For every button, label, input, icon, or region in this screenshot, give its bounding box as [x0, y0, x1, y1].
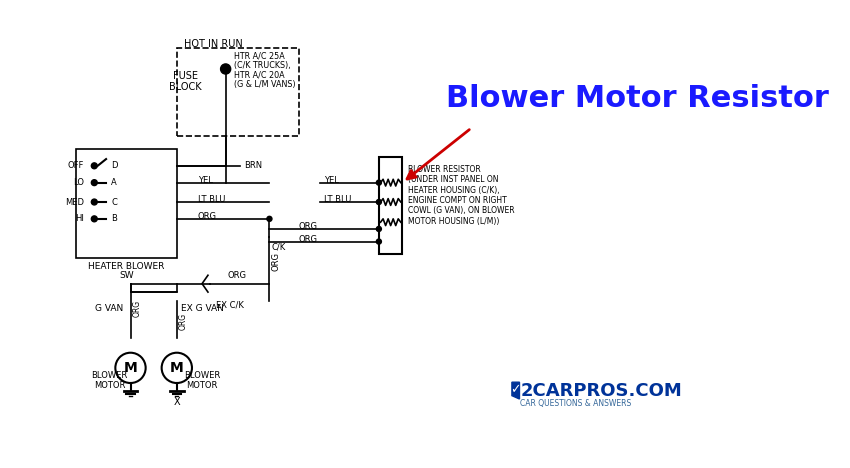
Text: D: D: [111, 161, 117, 170]
Text: 2CARPROS.COM: 2CARPROS.COM: [520, 381, 682, 400]
Text: (G & L/M VANS): (G & L/M VANS): [234, 80, 296, 88]
Text: ORG: ORG: [178, 313, 188, 330]
Bar: [177, 48, 299, 136]
Text: MED: MED: [65, 197, 84, 206]
Circle shape: [91, 180, 97, 186]
Text: (C/K TRUCKS),: (C/K TRUCKS),: [234, 61, 291, 70]
Text: ORG: ORG: [133, 300, 141, 317]
Text: LT BLU: LT BLU: [324, 195, 352, 204]
Text: FUSE
BLOCK: FUSE BLOCK: [169, 71, 201, 92]
Circle shape: [91, 216, 97, 222]
Circle shape: [91, 199, 97, 205]
Circle shape: [377, 239, 382, 244]
Text: ORG: ORG: [271, 252, 280, 271]
Text: CAR QUESTIONS & ANSWERS: CAR QUESTIONS & ANSWERS: [520, 399, 632, 408]
Circle shape: [221, 64, 230, 74]
Text: M: M: [170, 361, 184, 375]
Text: YEL: YEL: [324, 176, 339, 184]
Text: Blower Motor Resistor: Blower Motor Resistor: [446, 84, 829, 113]
Text: X: X: [173, 396, 180, 407]
Circle shape: [267, 216, 272, 221]
Text: LT BLU: LT BLU: [198, 195, 225, 204]
Text: ORG: ORG: [299, 222, 318, 231]
Circle shape: [377, 180, 382, 185]
Text: M: M: [123, 361, 138, 375]
Text: SW: SW: [119, 271, 133, 280]
Text: ✓: ✓: [511, 383, 521, 396]
Circle shape: [91, 163, 97, 169]
Polygon shape: [512, 382, 519, 399]
Circle shape: [377, 227, 382, 232]
Text: G VAN: G VAN: [95, 304, 123, 314]
Text: HEATER BLOWER: HEATER BLOWER: [88, 263, 165, 271]
Bar: [76, 149, 177, 258]
Text: HTR A/C 25A: HTR A/C 25A: [234, 52, 285, 61]
Text: EX G VAN: EX G VAN: [181, 304, 224, 314]
Text: BLOWER
MOTOR: BLOWER MOTOR: [91, 371, 128, 390]
Text: YEL: YEL: [198, 176, 212, 184]
Text: BRN: BRN: [244, 161, 263, 170]
Bar: [379, 157, 402, 254]
Text: BLOWER RESISTOR
(UNDER INST PANEL ON
HEATER HOUSING (C/K),
ENGINE COMPT ON RIGHT: BLOWER RESISTOR (UNDER INST PANEL ON HEA…: [408, 165, 515, 226]
Text: ORG: ORG: [227, 271, 246, 280]
Circle shape: [377, 199, 382, 205]
Text: LO: LO: [73, 178, 84, 187]
Text: HI: HI: [76, 214, 84, 223]
Text: B: B: [111, 214, 117, 223]
Text: HTR A/C 20A: HTR A/C 20A: [234, 70, 285, 80]
Text: EX C/K: EX C/K: [217, 300, 244, 309]
Text: C/K: C/K: [272, 243, 286, 252]
Text: ORG: ORG: [299, 234, 318, 243]
Text: ORG: ORG: [198, 212, 217, 221]
Text: HOT IN RUN: HOT IN RUN: [184, 39, 242, 49]
Text: A: A: [111, 178, 117, 187]
Text: BLOWER
MOTOR: BLOWER MOTOR: [184, 371, 220, 390]
Text: OFF: OFF: [68, 161, 84, 170]
Text: C: C: [111, 197, 117, 206]
